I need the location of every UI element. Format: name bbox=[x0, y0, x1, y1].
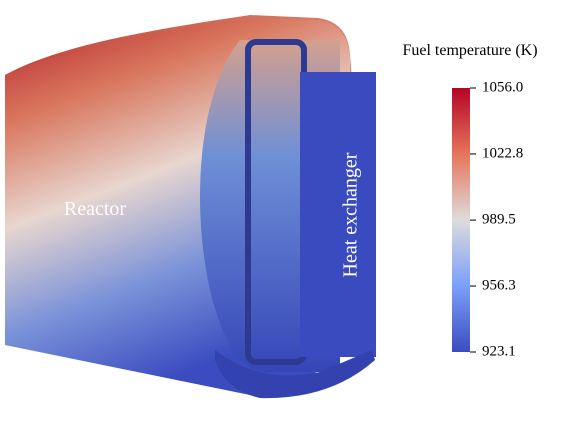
colorbar-tick-label: 956.3 bbox=[482, 277, 516, 293]
colorbar-tick-label: 989.5 bbox=[482, 212, 516, 228]
colorbar-tick-label: 1056.0 bbox=[482, 79, 523, 95]
colorbar: Fuel temperature (K) 1056.0 1022.8 989.5 95… bbox=[402, 42, 537, 359]
heat-exchanger-label: Heat exchanger bbox=[340, 152, 362, 277]
colorbar-title: Fuel temperature (K) bbox=[402, 42, 537, 59]
heat-exchanger-body bbox=[300, 72, 376, 357]
figure: Reactor Heat exchanger Fuel temperature … bbox=[0, 0, 566, 417]
geometry: Reactor Heat exchanger bbox=[5, 15, 376, 398]
colorbar-tick-label: 1022.8 bbox=[482, 145, 523, 161]
colorbar-gradient bbox=[452, 88, 470, 352]
reactor-label: Reactor bbox=[64, 198, 127, 220]
colorbar-tick-label: 923.1 bbox=[482, 343, 516, 359]
